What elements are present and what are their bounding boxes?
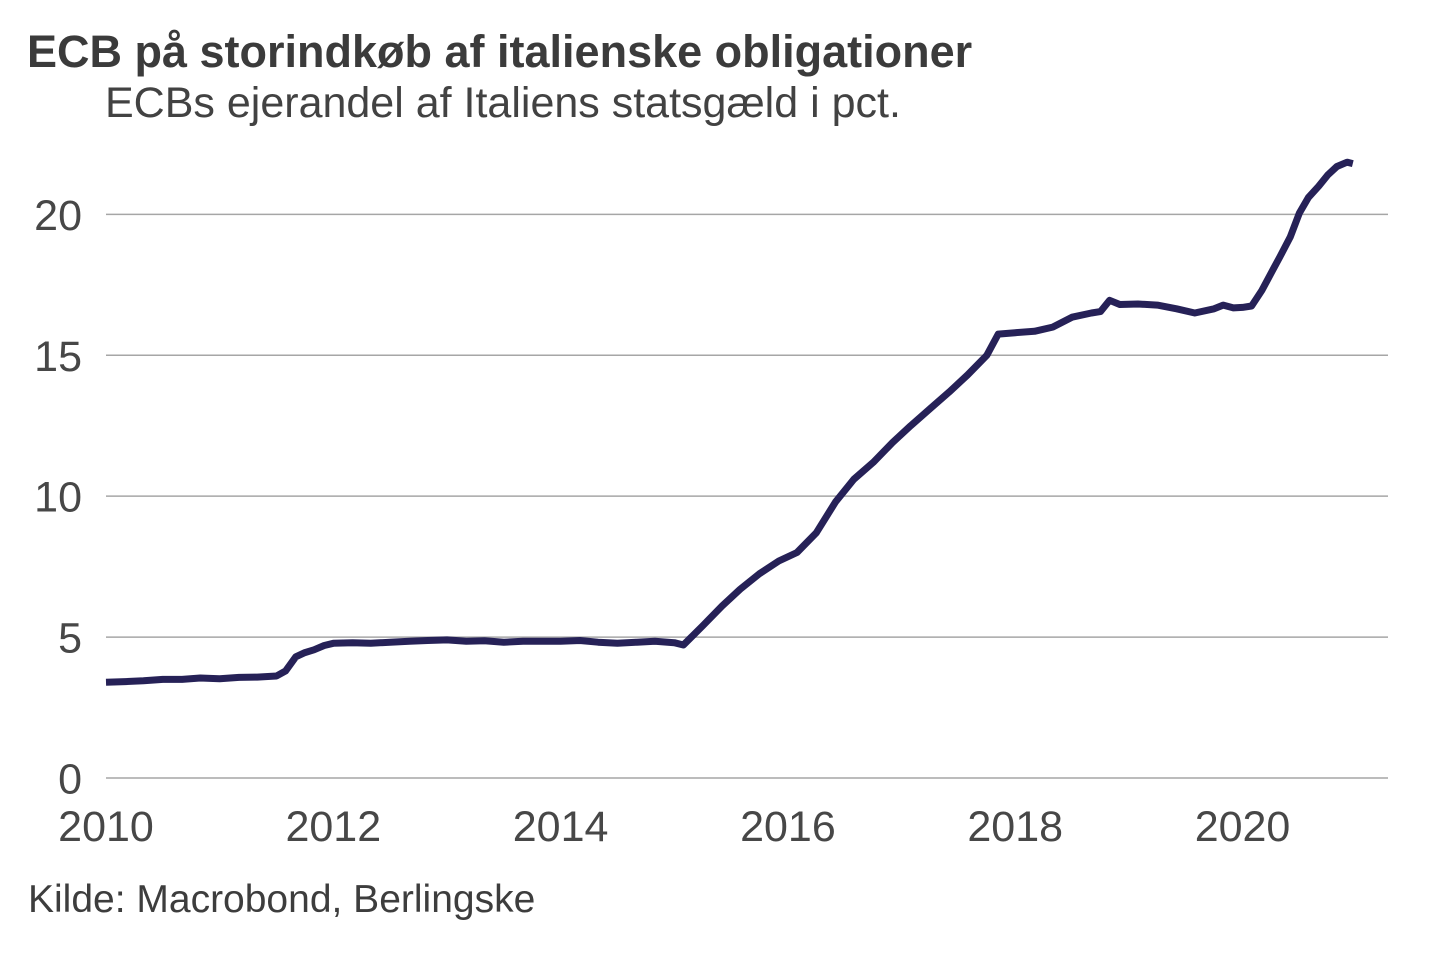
x-tick-label-2012: 2012 xyxy=(285,803,381,851)
x-tick-label-2014: 2014 xyxy=(513,803,609,851)
data-line-series-0 xyxy=(105,158,1354,686)
y-tick-label-0: 0 xyxy=(58,756,82,804)
x-tick-label-2016: 2016 xyxy=(740,803,836,851)
y-tick-label-5: 5 xyxy=(58,615,82,663)
x-tick-label-2020: 2020 xyxy=(1195,803,1291,851)
x-tick-label-2010: 2010 xyxy=(58,803,154,851)
chart-title: ECB på storindkøb af italienske obligati… xyxy=(27,26,973,77)
source-note: Kilde: Macrobond, Berlingske xyxy=(28,878,536,921)
chart-subtitle: ECBs ejerandel af Italiens statsgæld i p… xyxy=(105,79,901,127)
x-tick-label-2018: 2018 xyxy=(967,803,1063,851)
y-tick-label-10: 10 xyxy=(34,474,82,522)
y-tick-label-20: 20 xyxy=(34,192,82,240)
y-tick-label-15: 15 xyxy=(34,333,82,381)
